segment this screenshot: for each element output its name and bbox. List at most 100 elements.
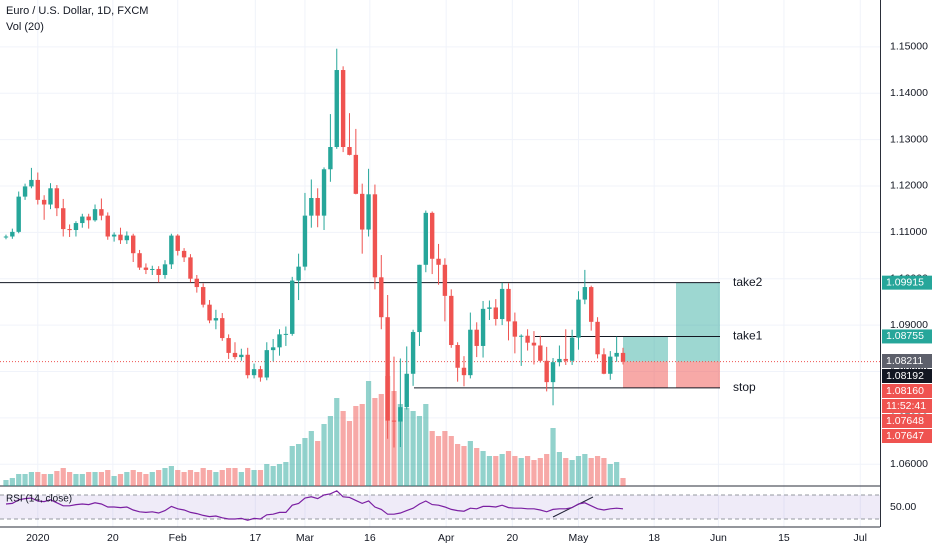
volume-bar	[365, 381, 372, 486]
price-badge-label: 1.07647	[886, 430, 924, 442]
candle-body	[372, 194, 378, 278]
price-badge	[882, 329, 932, 344]
volume-bar	[251, 470, 257, 486]
candle-body	[563, 358, 568, 361]
price-badge	[882, 429, 932, 443]
candle-body	[80, 216, 85, 224]
volume-bar	[474, 448, 480, 486]
candle-body	[309, 198, 314, 216]
candle-body	[589, 287, 594, 322]
volume-bar	[308, 431, 314, 486]
volume-bar	[257, 470, 264, 486]
volume-bar	[232, 468, 238, 486]
candle-body	[474, 329, 479, 346]
volume-bar	[340, 411, 346, 486]
candle-body	[340, 70, 346, 148]
x-tick-label: Jun	[710, 532, 727, 544]
candle-body	[188, 257, 193, 279]
volume-bar	[149, 472, 155, 486]
volume-bar	[594, 456, 601, 486]
x-tick-label: May	[569, 532, 590, 544]
candle-body	[461, 367, 467, 376]
price-badge	[882, 275, 932, 290]
candle-body	[620, 352, 626, 362]
volume-bar	[16, 474, 22, 486]
candle-body	[3, 236, 9, 238]
volume-bar	[601, 458, 607, 486]
x-tick-label: Apr	[438, 532, 455, 544]
x-tick-label: 20	[107, 532, 119, 544]
x-tick-label: Jul	[854, 532, 867, 544]
candle-body	[194, 278, 200, 288]
candle-body	[226, 338, 231, 353]
candle-body	[181, 250, 187, 258]
candle-body	[22, 186, 28, 197]
candle-body	[576, 299, 581, 338]
candle-body	[595, 321, 600, 355]
volume-bar	[60, 468, 66, 486]
volume-bar	[404, 408, 410, 486]
candle-body	[423, 212, 429, 265]
candle-body	[347, 147, 352, 155]
candle-body	[328, 147, 333, 170]
volume-bar	[461, 446, 467, 486]
rsi-title: RSI (14, close)	[6, 494, 72, 505]
y-tick-label: 1.06000	[890, 458, 928, 470]
candle-body	[385, 317, 390, 421]
price-badge-label: 1.08211	[886, 355, 923, 367]
volume-bar	[187, 470, 194, 486]
x-tick-label: 20	[506, 532, 518, 544]
candle-body	[16, 196, 21, 232]
candle-body	[270, 347, 276, 351]
volume-bar	[124, 472, 130, 486]
target-zone	[623, 336, 668, 362]
volume-bar	[518, 458, 524, 486]
stop-zone	[623, 361, 668, 388]
candle-body	[608, 356, 613, 374]
candle-body	[41, 199, 47, 205]
candle-body	[410, 332, 416, 374]
volume-bar	[556, 452, 562, 486]
volume-bar	[86, 472, 92, 486]
candle-body	[169, 235, 174, 265]
volume-bar	[416, 416, 423, 486]
volume-bar	[620, 478, 626, 486]
candle-body	[582, 287, 588, 300]
candle-body	[531, 342, 537, 346]
candle-body	[512, 321, 518, 337]
candle-body	[73, 223, 79, 231]
volume-bar	[73, 474, 79, 486]
candle-body	[538, 345, 543, 361]
volume-bar	[512, 456, 518, 486]
candle-body	[366, 194, 371, 230]
volume-bar	[435, 436, 442, 486]
volume-bar	[467, 441, 473, 486]
volume-bar	[117, 474, 124, 486]
candle-body	[232, 352, 238, 358]
candle-body	[550, 362, 556, 383]
x-tick-label: Mar	[296, 532, 315, 544]
y-tick-label: 1.13000	[890, 133, 928, 145]
volume-bar	[315, 441, 321, 486]
candle-body	[283, 333, 289, 335]
candle-body	[557, 358, 562, 363]
volume-bar	[372, 398, 378, 486]
candle-body	[239, 354, 244, 358]
price-badge-label: 11:52:41	[886, 400, 926, 412]
candle-body	[105, 215, 110, 237]
volume-bar	[111, 476, 117, 486]
candle-body	[614, 352, 619, 357]
volume-bar	[22, 474, 28, 486]
candle-body	[480, 308, 486, 346]
candle-body	[442, 264, 448, 296]
volume-bar	[295, 444, 302, 486]
volume-bar	[346, 421, 353, 486]
level-label: take1	[733, 329, 763, 343]
candle-body	[334, 70, 339, 148]
candle-body	[360, 193, 365, 230]
volume-bar	[429, 431, 435, 486]
volume-bar	[353, 406, 359, 486]
candle-body	[213, 318, 219, 321]
volume-bar	[321, 424, 327, 486]
